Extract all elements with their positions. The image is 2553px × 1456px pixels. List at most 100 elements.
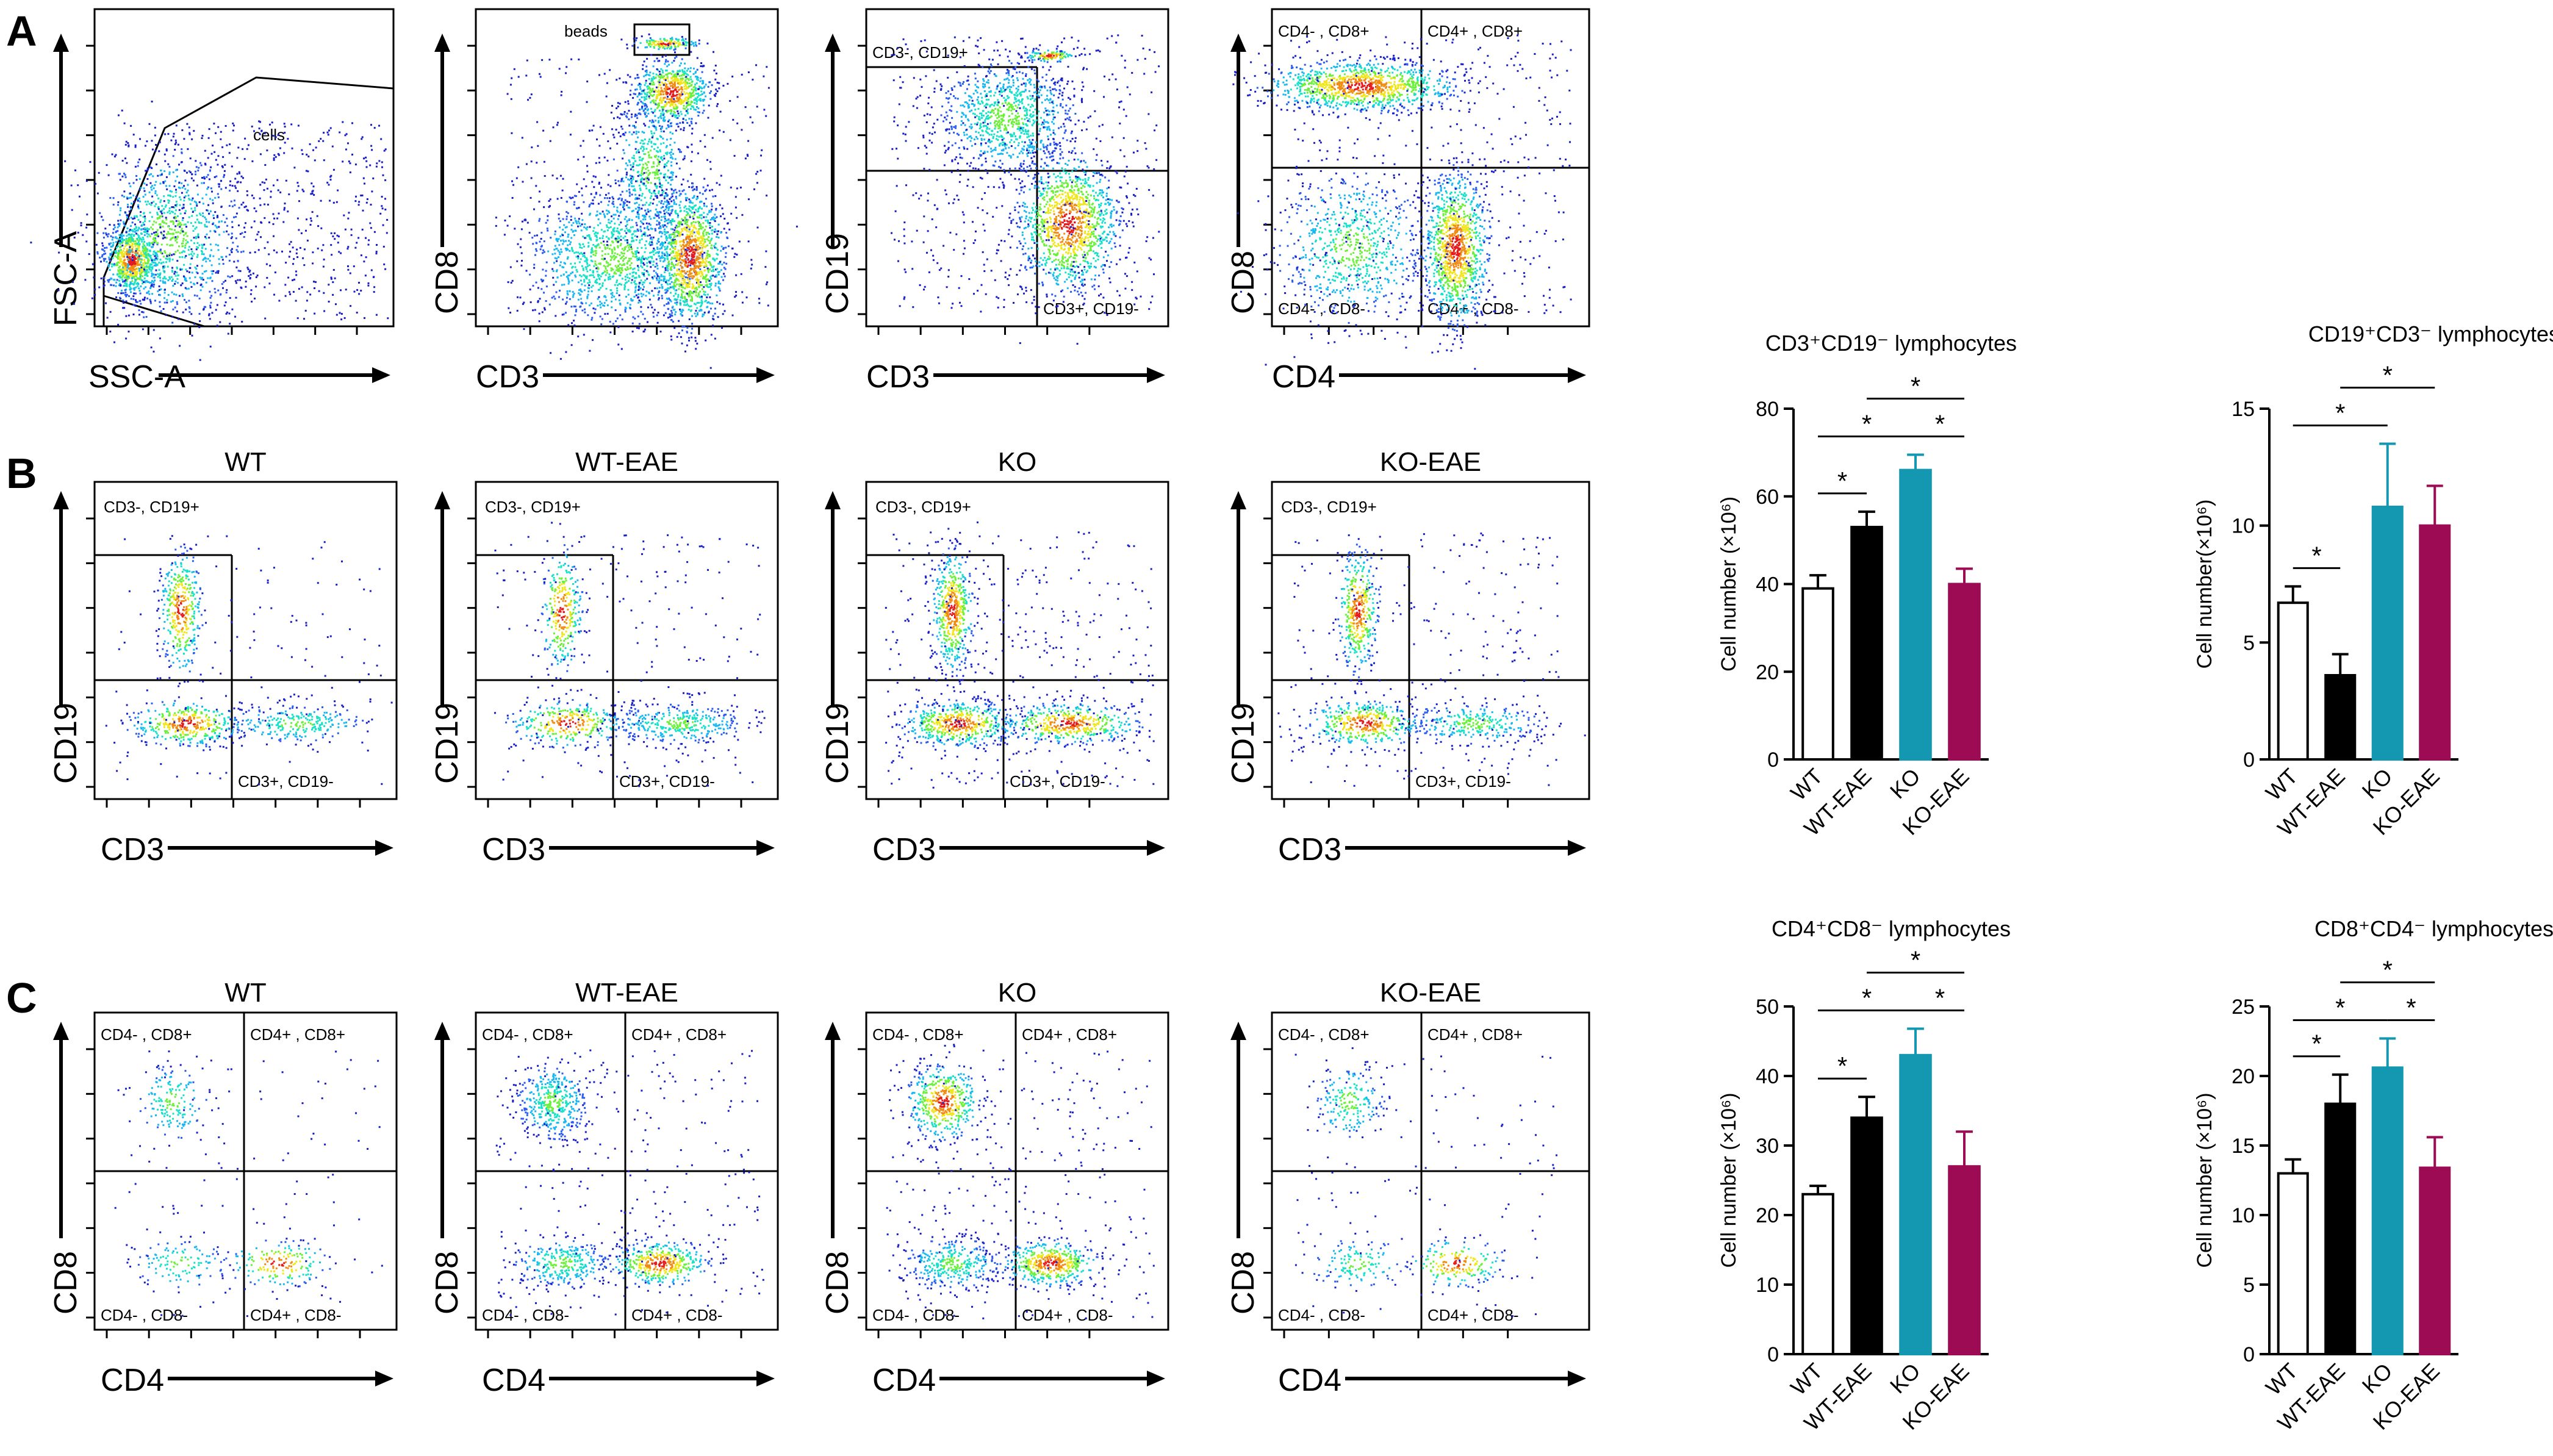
density-cd4-pos (984, 1229, 1151, 1295)
y-tick-label: 80 (1756, 398, 1779, 421)
density-dn (892, 1228, 1013, 1298)
y-axis-label: FSC-A (48, 231, 84, 326)
row-c-panel-wt-eae: WT-EAE CD4 CD8 CD4- , CD8+ CD4+ , CD8+ CD4- ,… (429, 978, 779, 1398)
quadrant-label-cd3pos-cd19neg: CD3+, CD19- (1010, 772, 1105, 791)
y-tick-label: 50 (1756, 995, 1779, 1019)
sparse-events (495, 1049, 764, 1316)
y-axis-label: CD8 (429, 1251, 465, 1314)
y-tick-label: 0 (1767, 1343, 1779, 1366)
y-axis-arrow-head (434, 491, 450, 509)
beads-gate (633, 23, 691, 56)
y-axis-label: CD19 (429, 703, 465, 784)
significance-label: * (1935, 983, 1945, 1012)
significance-label: * (2383, 361, 2393, 390)
significance-label: * (1862, 409, 1872, 438)
plot-frame (1271, 481, 1590, 800)
density-cd4-pos (1404, 1234, 1513, 1296)
y-axis-arrow-head (434, 34, 450, 52)
density-b-cells (905, 40, 1110, 235)
significance-label: * (1911, 945, 1920, 974)
density-dn (1277, 690, 1440, 753)
y-axis-arrow-head (1230, 34, 1246, 52)
y-axis-label: CD8 (820, 1251, 855, 1314)
density-t-cells (1394, 695, 1586, 756)
significance-label: * (2311, 541, 2321, 570)
density-cd3-neg (495, 143, 798, 360)
bar-ko-eae (2419, 524, 2451, 761)
y-axis-arrow-head (434, 1022, 450, 1040)
y-tick-label: 10 (1756, 1274, 1779, 1297)
gate-label-q1: CD4- , CD8+ (1278, 22, 1370, 40)
x-axis-label: CD4 (872, 1363, 936, 1398)
row-b-group-title: KO (998, 447, 1037, 477)
density-dn (1237, 139, 1474, 366)
quadrant-label-q4: CD4+ , CD8- (1022, 1306, 1113, 1324)
gate-label-cells: cells (253, 126, 285, 144)
y-axis-title: Cell number (×10⁶) (2193, 1092, 2216, 1268)
sparse-events (886, 1049, 1155, 1319)
y-tick-label: 0 (1767, 748, 1779, 772)
sparse-events (506, 58, 770, 316)
plot-frame (475, 8, 779, 328)
density-dn (505, 689, 660, 764)
row-a-panel-2: CD3 CD8 beads (429, 8, 798, 395)
quadrant-label-q4: CD4+ , CD8- (1427, 1306, 1519, 1324)
density-cd8-pos (1307, 1047, 1391, 1158)
density-dn (504, 1226, 640, 1308)
quadrant-label-q2: CD4+ , CD8+ (1022, 1025, 1117, 1044)
x-axis-label: CD4 (1272, 359, 1335, 395)
density-cd4-pos (1406, 123, 1514, 370)
x-axis-label: CD4 (482, 1363, 545, 1398)
plot-frame (93, 8, 395, 328)
quadrant-label-q2: CD4+ , CD8+ (1427, 1025, 1523, 1044)
bar-wt (2277, 1172, 2309, 1355)
x-axis-arrow-head (756, 840, 775, 856)
significance-label: * (2311, 1030, 2321, 1058)
row-b-group-title: WT-EAE (575, 447, 678, 477)
quadrant-label-cd3neg-cd19pos: CD3-, CD19+ (104, 498, 199, 516)
density-cd8-pos (501, 1056, 606, 1149)
y-tick-label: 20 (2232, 1065, 2255, 1088)
x-axis-arrow-head (372, 367, 390, 383)
chart-title: CD19⁺CD3⁻ lymphocytes (2308, 321, 2553, 346)
density-dn (126, 1231, 231, 1294)
density-beads (620, 33, 709, 53)
gate-label-q2: CD4+ , CD8+ (1427, 22, 1523, 40)
density-b-cells (153, 535, 206, 687)
quadrant-label-cd3neg-cd19pos: CD3-, CD19+ (875, 498, 971, 516)
x-axis-label: CD3 (872, 832, 936, 867)
bar-wt-eae (2324, 674, 2357, 761)
bar-ko (2371, 1066, 2404, 1355)
plot-frame (865, 8, 1169, 328)
bar-charts: CD3⁺CD19⁻ lymphocytes 0 20 40 60 80 Cell numbe… (1717, 321, 2553, 1435)
quadrant-label-cd3neg-cd19pos: CD3-, CD19+ (485, 498, 581, 516)
y-axis-title: Cell number(×10⁶) (2193, 500, 2216, 669)
panel-letter-c: C (6, 974, 37, 1022)
bar-chart-2: CD19⁺CD3⁻ lymphocytes 0 5 10 15 Cell number(×… (2193, 321, 2553, 841)
row-b-group-title: KO-EAE (1380, 447, 1481, 477)
plot-frame (475, 481, 779, 800)
chart-title: CD8⁺CD4⁻ lymphocytes (2314, 916, 2553, 941)
x-axis-label: CD4 (1278, 1363, 1341, 1398)
y-tick-label: 10 (2232, 515, 2255, 538)
y-tick-label: 20 (1756, 1204, 1779, 1227)
chart-title: CD4⁺CD8⁻ lymphocytes (1772, 916, 2011, 941)
quadrant-label-q1: CD4- , CD8+ (482, 1025, 573, 1044)
gate-label-beads: beads (564, 22, 608, 40)
significance-label: * (1837, 1052, 1847, 1080)
quadrant-label-cd3pos-cd19neg: CD3+, CD19- (1415, 772, 1511, 791)
y-axis-label: CD19 (48, 703, 84, 784)
x-tick-label: WT (1786, 764, 1828, 806)
y-axis-label: CD8 (48, 1251, 84, 1314)
y-axis-arrow-head (53, 34, 69, 52)
density-cd8 (617, 41, 734, 151)
density-beads (1020, 45, 1083, 63)
quadrant-label-q2: CD4+ , CD8+ (631, 1025, 727, 1044)
row-c-group-title: KO (998, 978, 1037, 1008)
y-tick-label: 15 (2232, 398, 2255, 421)
bar-ko-eae (1948, 583, 1981, 761)
x-axis-arrow-head (1568, 1371, 1586, 1386)
